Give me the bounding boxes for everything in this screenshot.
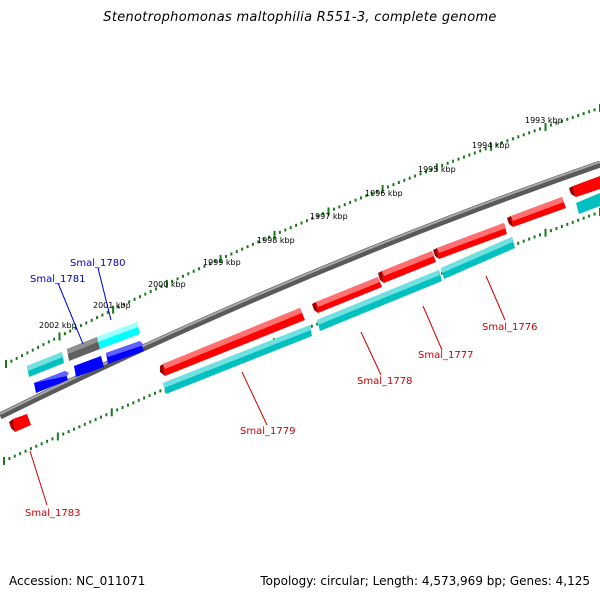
gene-label-smal-1777: Smal_1777 [418,350,473,361]
gene-label-smal-1776: Smal_1776 [482,322,537,333]
gene-blue-1[interactable] [34,371,69,393]
ruler-label-2000: 2000 kbp [148,280,186,289]
ruler-label-1994: 1994 kbp [472,141,510,150]
gene-smal-1781-block[interactable] [27,352,64,377]
ruler-label-1993: 1993 kbp [525,116,563,125]
map-title: Stenotrophomonas maltophilia R551-3, com… [103,10,497,25]
ruler-label-1995: 1995 kbp [418,165,456,174]
gene-label-smal-1783: Smal_1783 [25,508,80,519]
gene-smal-1778[interactable] [312,277,382,313]
ruler-label-1998: 1998 kbp [257,236,295,245]
gene-teal-3[interactable] [441,237,515,279]
gene-smal-1779[interactable] [160,308,305,376]
gene-blue-3[interactable] [106,341,144,364]
ruler-label-1999: 1999 kbp [203,258,241,267]
gene-smal-1776[interactable] [433,223,507,259]
ruler-label-2001: 2001 kbp [93,301,131,310]
gene-label-smal-1779: Smal_1779 [240,426,295,437]
genome-stats-text: Topology: circular; Length: 4,573,969 bp… [260,574,590,588]
gene-gray-block[interactable] [67,337,100,361]
ruler-label-1996: 1996 kbp [365,189,403,198]
gene-teal-4[interactable] [576,193,600,214]
gene-smal-1774[interactable] [569,176,600,197]
genome-backbone [0,160,600,420]
gene-smal-1783[interactable] [9,414,31,432]
gene-label-smal-1778: Smal_1778 [357,376,412,387]
ruler-label-1997: 1997 kbp [310,212,348,221]
gene-smal-1780-block[interactable] [97,322,140,349]
ruler-label-2002: 2002 kbp [39,321,77,330]
gene-teal-1[interactable] [163,325,312,394]
accession-text: Accession: NC_011071 [9,574,146,588]
outer-ruler-ticks [5,104,600,368]
gene-label-smal-1780: Smal_1780 [70,258,125,269]
gene-smal-1777[interactable] [378,251,436,283]
gene-smal-1775[interactable] [507,197,566,227]
gene-blue-2[interactable] [74,356,104,377]
gene-label-smal-1781: Smal_1781 [30,274,85,285]
gene-teal-2[interactable] [317,270,442,331]
